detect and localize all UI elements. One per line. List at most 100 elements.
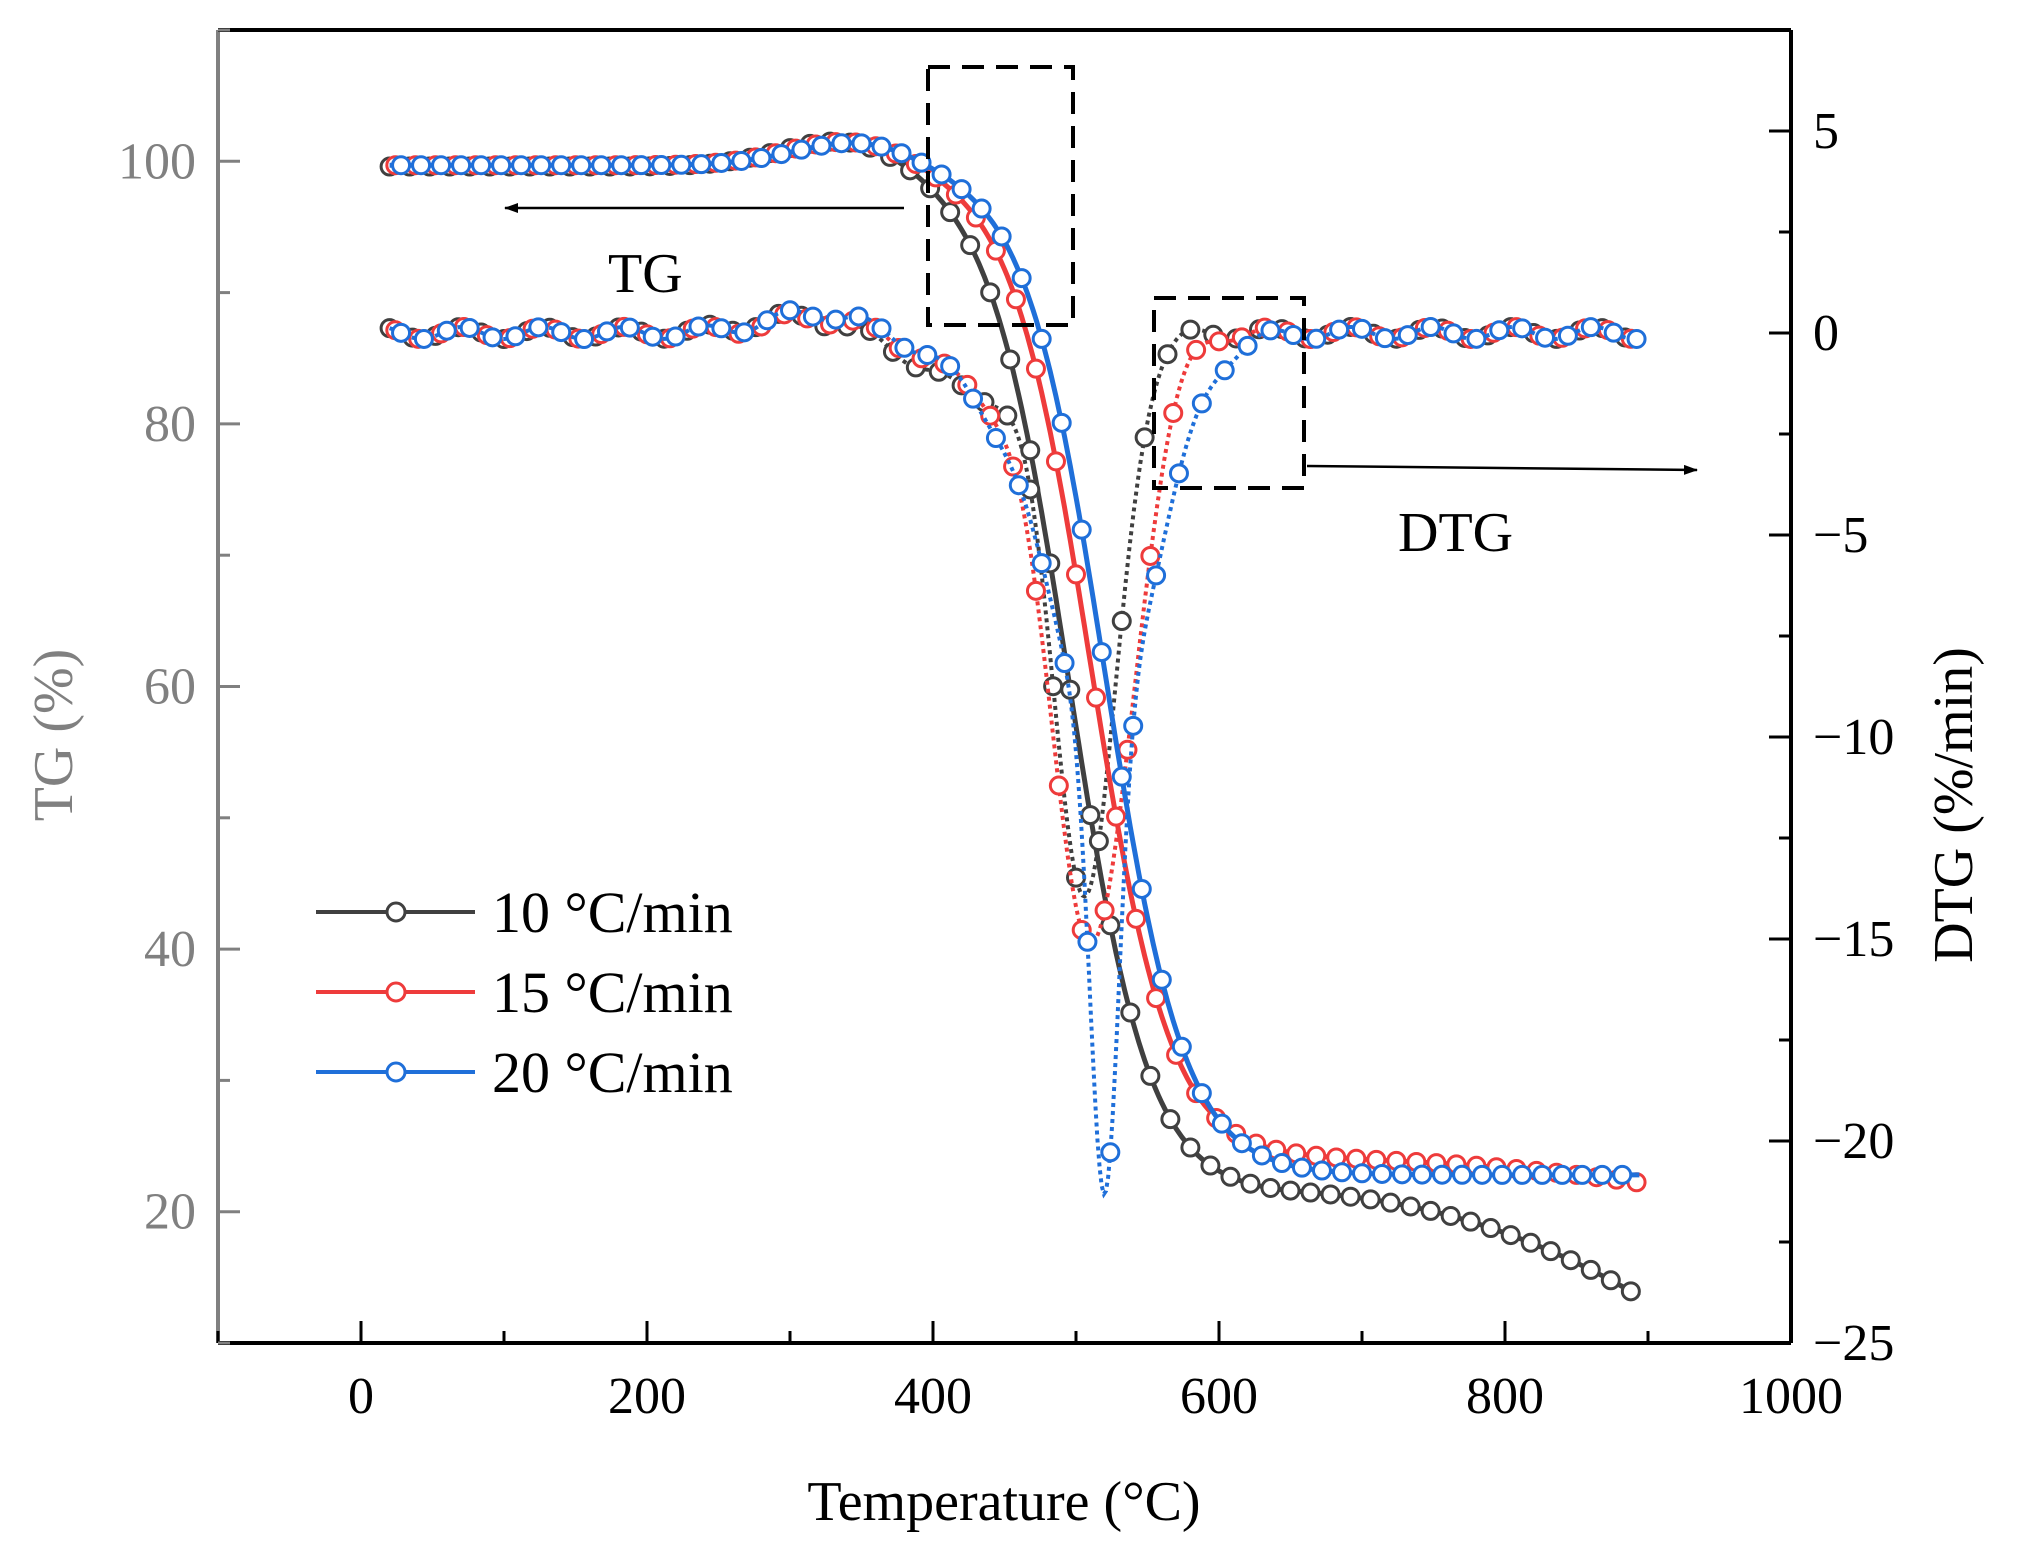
tg-point: [1011, 268, 1032, 289]
x-axis-ticks: 0 200 400 600 800 1000: [216, 1321, 1843, 1425]
dtg-point: [1557, 325, 1578, 346]
dtg-point: [1214, 360, 1235, 381]
tg-point: [1480, 1218, 1501, 1239]
dtg-point: [894, 337, 915, 358]
tg-point: [1240, 1173, 1261, 1194]
tg-point: [851, 133, 872, 154]
x-tick-label: 800: [1466, 1368, 1544, 1425]
dtg-point: [1489, 320, 1510, 341]
tg-point: [1520, 1232, 1541, 1253]
tg-point: [1291, 1157, 1312, 1178]
dtg-point: [1054, 653, 1075, 674]
dtg-point: [734, 322, 755, 343]
tg-highlight-box: [926, 65, 1075, 327]
y-right-tick-label: −20: [1813, 1113, 1894, 1170]
tg-point: [1220, 1166, 1241, 1187]
tg-point: [1051, 412, 1072, 433]
tg-point: [1460, 1211, 1481, 1232]
tg-point: [1120, 1002, 1141, 1023]
tg-point: [1400, 1196, 1421, 1217]
dtg-point: [917, 344, 938, 365]
tg-point: [1600, 1270, 1621, 1291]
y-left-tick-label: 60: [144, 659, 196, 716]
dtg-point: [997, 405, 1018, 426]
tg-point: [1260, 1177, 1281, 1198]
dtg-point: [1260, 320, 1281, 341]
y-left-axis-title: TG (%): [23, 649, 85, 822]
tg-point: [1146, 988, 1167, 1009]
dtg-point: [1420, 317, 1441, 338]
dtg-point: [963, 388, 984, 409]
y-right-tick-label: −10: [1813, 709, 1894, 766]
dtg-point: [459, 317, 480, 338]
dtg-point: [1352, 318, 1372, 339]
dtg-point: [1088, 831, 1109, 852]
tg-point: [1091, 642, 1112, 663]
dtg-point: [1157, 344, 1178, 365]
tg-point: [1180, 1137, 1201, 1158]
tg-point: [1066, 564, 1086, 585]
tg-point: [1126, 908, 1147, 929]
tg-point: [960, 235, 981, 256]
x-tick-label: 1000: [1739, 1368, 1843, 1425]
dtg-point: [1626, 328, 1647, 349]
dtg-point: [1134, 427, 1155, 448]
dtg-point: [436, 320, 457, 341]
tg-point: [571, 155, 592, 176]
dtg-point: [1191, 393, 1212, 414]
legend-label: 10 °C/min: [492, 880, 733, 945]
tg-point: [1271, 1153, 1292, 1174]
tg-line: [389, 139, 1641, 1299]
dtg-point: [1111, 611, 1132, 632]
legend: 10 °C/min 15 °C/min 20 °C/min: [316, 880, 733, 1105]
dtg-point: [551, 322, 572, 343]
tg-point: [531, 155, 552, 176]
dtg-point: [1048, 775, 1069, 796]
tg-point: [971, 198, 992, 219]
tg-point: [1045, 451, 1066, 472]
dtg-point: [802, 306, 823, 327]
tg-point: [391, 155, 412, 176]
x-tick-label: 400: [894, 1368, 972, 1425]
dtg-point: [619, 317, 640, 338]
dtg-point: [1443, 323, 1464, 344]
dtg-point: [1209, 331, 1229, 352]
tg-point: [491, 155, 512, 176]
dtg-line: [388, 310, 1641, 899]
dtg-point: [825, 309, 846, 330]
tg-point: [431, 155, 452, 176]
y-right-tick-label: 5: [1813, 103, 1839, 160]
dtg-point: [574, 329, 595, 350]
tg-point: [691, 154, 712, 175]
tg-point: [1432, 1164, 1453, 1185]
tg-point: [1020, 440, 1041, 461]
dtg-annotation: DTG: [1398, 502, 1513, 564]
tg-point: [1000, 349, 1021, 370]
dtg-point: [1237, 335, 1258, 356]
dtg-line: [388, 311, 1641, 947]
dtg-point: [391, 322, 412, 343]
tg-point: [1580, 1259, 1601, 1280]
tg-point: [1360, 1189, 1381, 1210]
dtg-point: [1168, 463, 1189, 484]
dtg-point: [482, 327, 503, 348]
dtg-point: [1603, 322, 1624, 343]
y-right-tick-label: −25: [1813, 1315, 1894, 1372]
series-group: [388, 133, 1647, 1199]
tg-point: [980, 282, 1001, 303]
tg-annotation: TG: [608, 243, 683, 305]
legend-marker: [385, 1061, 407, 1083]
dtg-point: [665, 326, 686, 347]
dtg-point: [1094, 900, 1115, 921]
legend-marker: [385, 981, 407, 1003]
dtg-point: [1186, 339, 1207, 360]
tg-point: [1392, 1164, 1413, 1185]
tg-point: [1111, 766, 1132, 787]
dtg-point: [505, 326, 526, 347]
dtg-arrow: [1306, 464, 1698, 475]
dtg-point: [1031, 553, 1052, 574]
tg-point: [911, 152, 932, 173]
tg-point: [1320, 1184, 1341, 1205]
tg-point: [1331, 1162, 1352, 1183]
dtg-point: [871, 318, 892, 339]
